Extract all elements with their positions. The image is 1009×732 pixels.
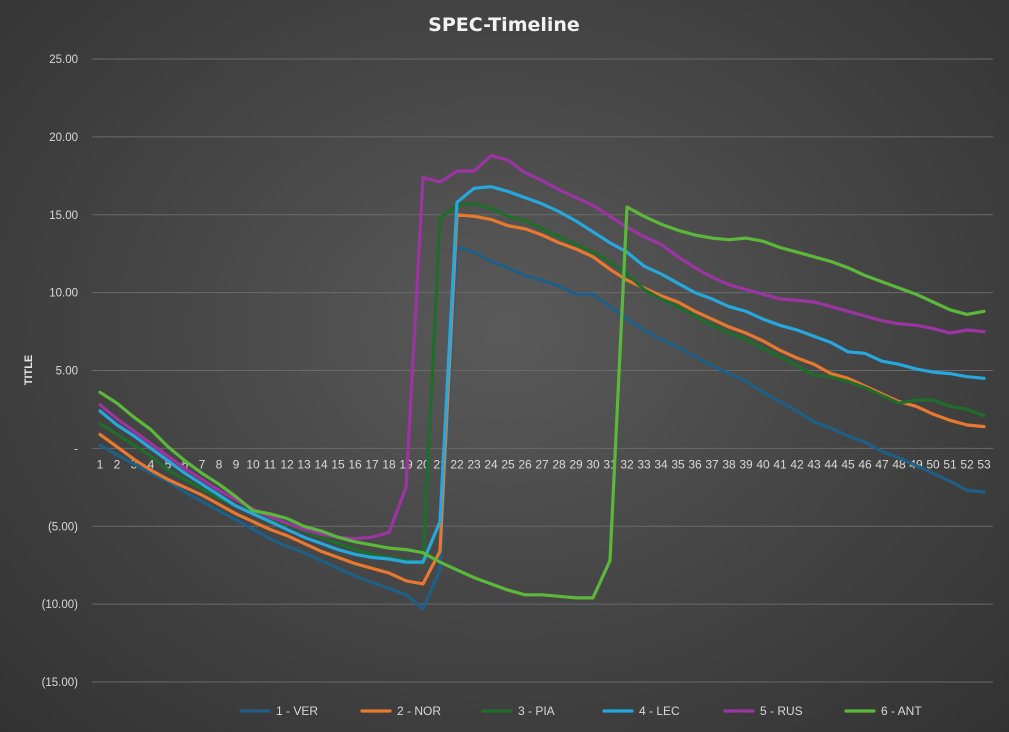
- gridlines: [92, 58, 993, 683]
- x-tick-label: 15: [331, 457, 345, 471]
- legend-label: 2 - NOR: [397, 704, 441, 718]
- legend-label: 3 - PIA: [518, 704, 555, 718]
- y-tick-label: 15.00: [49, 210, 78, 222]
- x-tick-label: 50: [926, 457, 940, 471]
- legend-label: 5 - RUS: [760, 704, 803, 718]
- x-tick-label: 45: [841, 457, 855, 471]
- series-line-3: [98, 202, 986, 566]
- y-tick-label: (5.00): [48, 521, 78, 533]
- x-tick-label: 13: [297, 457, 311, 471]
- x-tick-label: 5: [165, 457, 172, 471]
- x-tick-label: 41: [773, 457, 787, 471]
- x-tick-label: 2: [114, 457, 121, 471]
- x-tick-label: 30: [586, 457, 600, 471]
- x-tick-label: 39: [739, 457, 753, 471]
- series-line-5: [98, 154, 986, 541]
- y-axis-label: TITLE: [23, 355, 35, 386]
- legend-item[interactable]: 4 - LEC: [602, 704, 680, 718]
- legend: 1 - VER 2 - NOR 3 - PIA 4 - LEC 5 - RUS 6 - A…: [239, 704, 922, 718]
- x-axis-categories: 1 2 3 4 5 6 7 8 9 10 11 12 13 14 15 16 17 18 19 20 21 22 23 24 2…: [97, 457, 991, 471]
- x-tick-label: 4: [148, 457, 155, 471]
- x-tick-label: 14: [314, 457, 328, 471]
- x-tick-label: 47: [875, 457, 889, 471]
- series-line-4: [98, 185, 986, 564]
- x-tick-label: 11: [264, 457, 277, 471]
- x-tick-label: 10: [246, 457, 260, 471]
- x-tick-label: 16: [348, 457, 362, 471]
- x-tick-label: 9: [233, 457, 240, 471]
- x-tick-label: 44: [824, 457, 838, 471]
- legend-label: 4 - LEC: [639, 704, 680, 718]
- x-tick-label: 34: [654, 457, 668, 471]
- x-tick-label: 22: [450, 457, 464, 471]
- x-tick-label: 40: [756, 457, 770, 471]
- x-tick-label: 32: [620, 457, 634, 471]
- series-lines: [98, 154, 986, 611]
- x-tick-label: 23: [467, 457, 481, 471]
- x-tick-label: 37: [705, 457, 719, 471]
- x-tick-label: 17: [365, 457, 379, 471]
- x-tick-label: 51: [943, 457, 957, 471]
- y-tick-label: -: [74, 443, 78, 455]
- x-tick-label: 36: [688, 457, 702, 471]
- x-tick-label: 42: [790, 457, 804, 471]
- y-tick-label: (15.00): [42, 677, 79, 689]
- x-tick-label: 29: [569, 457, 583, 471]
- x-tick-label: 12: [280, 457, 294, 471]
- x-tick-label: 46: [858, 457, 872, 471]
- y-tick-label: (10.00): [42, 599, 79, 611]
- series-line-1: [98, 245, 986, 611]
- x-tick-label: 1: [97, 457, 104, 471]
- x-tick-label: 28: [552, 457, 566, 471]
- x-tick-label: 27: [535, 457, 549, 471]
- x-tick-label: 24: [484, 457, 498, 471]
- x-tick-label: 33: [637, 457, 651, 471]
- x-tick-label: 38: [722, 457, 736, 471]
- x-tick-label: 8: [216, 457, 223, 471]
- legend-item[interactable]: 3 - PIA: [481, 704, 555, 718]
- legend-item[interactable]: 6 - ANT: [844, 704, 922, 718]
- x-tick-label: 6: [182, 457, 189, 471]
- y-tick-label: 10.00: [49, 288, 78, 300]
- legend-item[interactable]: 5 - RUS: [723, 704, 803, 718]
- y-axis-ticks: 25.00 20.00 15.00 10.00 5.00 - (5.00) (10.00) (1…: [42, 54, 79, 689]
- x-tick-label: 43: [807, 457, 821, 471]
- legend-label: 1 - VER: [276, 704, 318, 718]
- y-tick-label: 25.00: [49, 54, 78, 66]
- x-tick-label: 18: [382, 457, 396, 471]
- legend-item[interactable]: 1 - VER: [239, 704, 318, 718]
- x-tick-label: 7: [199, 457, 206, 471]
- legend-label: 6 - ANT: [881, 704, 922, 718]
- x-tick-label: 35: [671, 457, 685, 471]
- chart-title: SPEC-Timeline: [428, 14, 580, 36]
- series-line-6: [98, 205, 986, 600]
- series-line-2: [98, 213, 986, 586]
- y-tick-label: 5.00: [56, 366, 78, 378]
- x-tick-label: 52: [960, 457, 974, 471]
- x-tick-label: 25: [501, 457, 515, 471]
- y-tick-label: 20.00: [49, 132, 78, 144]
- x-tick-label: 26: [518, 457, 532, 471]
- x-tick-label: 53: [977, 457, 991, 471]
- legend-item[interactable]: 2 - NOR: [360, 704, 441, 718]
